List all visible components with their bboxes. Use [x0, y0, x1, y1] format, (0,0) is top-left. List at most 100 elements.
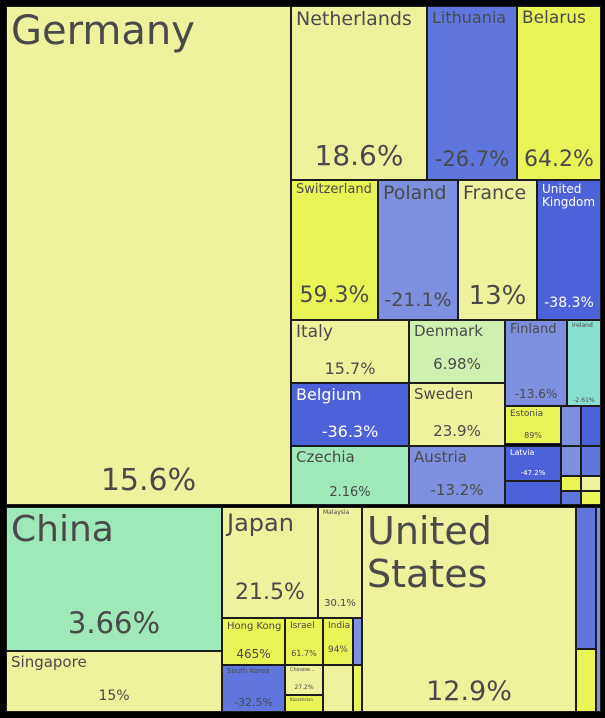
tile-label: Japan: [227, 509, 294, 537]
tile-small: [561, 446, 581, 476]
tile-value: -2.61%: [573, 397, 595, 404]
tile-label: Estonia: [510, 409, 544, 419]
tile-label: Sweden: [414, 385, 474, 403]
tile-small: [596, 507, 601, 712]
tile-small: [581, 446, 601, 476]
tile-value: 18.6%: [314, 139, 404, 172]
tile-label: Finland: [510, 322, 557, 337]
tile-small: [581, 476, 601, 491]
tile-value: 94%: [327, 645, 348, 655]
tile-sweden: Sweden 23.9%: [409, 383, 505, 446]
tile-japan: Japan 21.5%: [222, 507, 318, 618]
tile-china: China 3.66%: [6, 507, 222, 651]
tile-value: -13.2%: [430, 481, 484, 499]
tile-label: Lithuania: [432, 8, 507, 27]
tile-small: [505, 481, 561, 505]
tile-germany: Germany 15.6%: [6, 6, 291, 505]
tile-value: 23.9%: [433, 422, 481, 440]
tile-small: [581, 406, 601, 446]
tile-value: 64.2%: [524, 147, 594, 172]
tile-label: France: [463, 182, 527, 204]
tile-value: -13.6%: [514, 387, 558, 401]
tile-label: Czechia: [296, 448, 355, 466]
tile-value: 13%: [468, 281, 527, 311]
tile-label: Netherlands: [296, 8, 412, 30]
tile-lithuania: Lithuania -26.7%: [427, 6, 517, 180]
tile-label: Israel: [290, 621, 315, 631]
tile-label: Latvia: [510, 448, 535, 457]
tile-india: India 94%: [323, 618, 353, 665]
tile-kazakhstan: Kazakhstan: [285, 695, 323, 712]
tile-italy: Italy 15.7%: [291, 320, 409, 383]
tile-value: 15.6%: [100, 463, 197, 498]
tile-value: -32.5%: [234, 696, 273, 709]
tile-label: Ireland: [572, 322, 593, 329]
tile-belarus: Belarus 64.2%: [517, 6, 601, 180]
tile-label: Poland: [383, 182, 447, 204]
tile-value: -38.3%: [544, 295, 594, 311]
tile-small: [323, 665, 353, 712]
tile-label: United Kingdom: [542, 182, 596, 210]
tile-united-kingdom: United Kingdom -38.3%: [537, 180, 601, 320]
tile-label: Italy: [296, 322, 333, 342]
tile-label: Denmark: [414, 322, 483, 340]
tile-label: Singapore: [11, 653, 87, 671]
tile-value: 61.7%: [291, 649, 317, 658]
tile-estonia: Estonia 89%: [505, 406, 561, 444]
tile-small: [353, 618, 362, 665]
tile-label: China: [11, 509, 114, 550]
tile-label: Malaysia: [323, 509, 350, 516]
tile-value: -21.1%: [384, 289, 452, 311]
tile-value: 27.2%: [294, 684, 314, 691]
tile-small: [581, 491, 601, 505]
tile-south-korea: South Korea -32.5%: [222, 665, 285, 712]
tile-israel: Israel 61.7%: [285, 618, 323, 665]
tile-small: [561, 406, 581, 446]
tile-value: 6.98%: [433, 355, 481, 373]
tile-latvia: Latvia -47.2%: [505, 446, 561, 481]
tile-value: 3.66%: [67, 606, 161, 640]
tile-label: Switzerland: [296, 182, 372, 197]
tile-label: Chinese...: [290, 667, 315, 673]
tile-belgium: Belgium -36.3%: [291, 383, 409, 446]
tile-netherlands: Netherlands 18.6%: [291, 6, 427, 180]
tile-value: 89%: [524, 431, 542, 440]
tile-label: Germany: [11, 8, 195, 54]
tile-united-states: United States 12.9%: [362, 507, 576, 712]
tile-hong-kong: Hong Kong 465%: [222, 618, 285, 665]
tile-small: [353, 665, 362, 712]
tile-value: 59.3%: [299, 283, 370, 308]
tile-denmark: Denmark 6.98%: [409, 320, 505, 383]
tile-value: -26.7%: [434, 147, 510, 171]
tile-small: [576, 649, 596, 712]
tile-value: -47.2%: [520, 469, 546, 477]
tile-malaysia: Malaysia 30.1%: [318, 507, 362, 618]
tile-value: 465%: [236, 647, 271, 661]
tile-france: France 13%: [458, 180, 537, 320]
tile-small: [561, 476, 581, 491]
tile-singapore: Singapore 15%: [6, 651, 222, 712]
tile-value: 2.16%: [329, 485, 371, 500]
tile-value: 15.7%: [324, 359, 376, 378]
tile-label: United States: [367, 509, 492, 596]
tile-label: India: [328, 621, 351, 631]
tile-label: Belgium: [296, 385, 362, 404]
tile-label: Hong Kong: [227, 621, 282, 632]
tile-value: 21.5%: [235, 580, 305, 605]
tile-value: -36.3%: [321, 422, 379, 441]
tile-label: Kazakhstan: [290, 697, 314, 702]
tile-value: 15%: [98, 688, 130, 704]
tile-value: 30.1%: [324, 598, 356, 609]
tile-value: 12.9%: [426, 676, 512, 707]
tile-austria: Austria -13.2%: [409, 446, 505, 505]
tile-czechia: Czechia 2.16%: [291, 446, 409, 505]
tile-label: Austria: [414, 448, 467, 466]
tile-small: [561, 491, 581, 505]
tile-label: Belarus: [522, 8, 586, 28]
tile-chinese: Chinese... 27.2%: [285, 665, 323, 695]
tile-label: South Korea: [227, 667, 270, 675]
tile-switzerland: Switzerland 59.3%: [291, 180, 378, 320]
tile-small: [576, 507, 596, 649]
tile-poland: Poland -21.1%: [378, 180, 458, 320]
